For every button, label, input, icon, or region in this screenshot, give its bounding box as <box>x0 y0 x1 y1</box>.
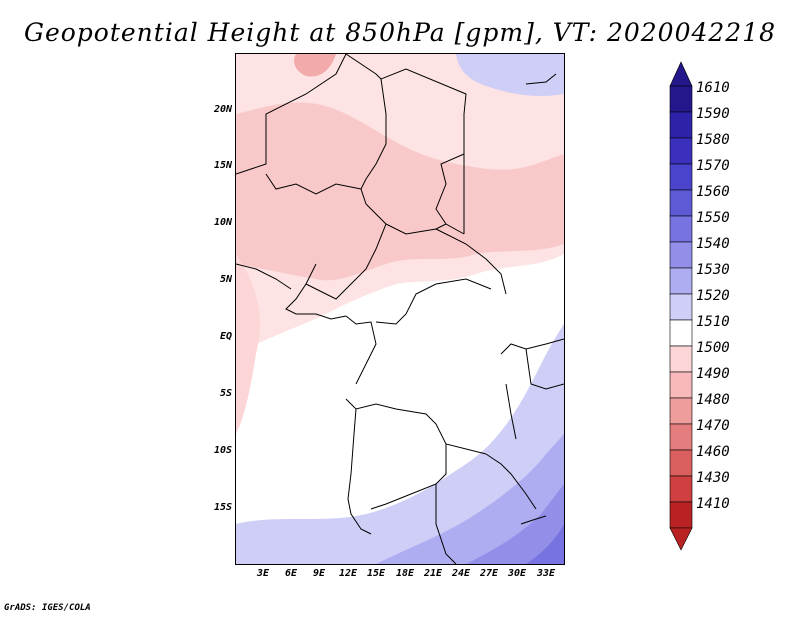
colorbar-cell <box>669 423 693 451</box>
colorbar-cell <box>669 241 693 269</box>
lon-label-27e: 27E <box>479 568 499 579</box>
colorbar-label: 1430 <box>696 470 730 486</box>
lat-label-15s: 15S <box>213 502 232 513</box>
colorbar-cell <box>669 397 693 425</box>
colorbar-cell <box>669 267 693 295</box>
chart-title: Geopotential Height at 850hPa [gpm], VT:… <box>23 18 777 47</box>
colorbar-cell <box>669 371 693 399</box>
lon-label-15e: 15E <box>366 568 386 579</box>
colorbar-cell <box>669 501 693 529</box>
colorbar-label: 1520 <box>696 288 730 304</box>
colorbar-label: 1590 <box>696 106 730 122</box>
colorbar-label: 1580 <box>696 132 730 148</box>
lat-label-5n: 5N <box>219 274 232 285</box>
lon-label-33e: 33E <box>536 568 556 579</box>
lon-label-30e: 30E <box>507 568 527 579</box>
colorbar-cell <box>669 449 693 477</box>
colorbar-cell <box>669 163 693 191</box>
colorbar-cell <box>669 293 693 321</box>
colorbar-cell <box>669 137 693 165</box>
colorbar-bottom-arrow <box>669 527 693 551</box>
colorbar-cell <box>669 215 693 243</box>
colorbar-label: 1530 <box>696 262 730 278</box>
colorbar-label: 1550 <box>696 210 730 226</box>
colorbar-label: 1460 <box>696 444 730 460</box>
lat-label-10s: 10S <box>213 445 232 456</box>
lon-label-6e: 6E <box>284 568 298 579</box>
lat-label-20n: 20N <box>213 104 232 115</box>
colorbar-label: 1490 <box>696 366 730 382</box>
colorbar-label: 1560 <box>696 184 730 200</box>
colorbar-cell <box>669 475 693 503</box>
colorbar-label: 1610 <box>696 80 730 96</box>
footer-credit: GrADS: IGES/COLA <box>4 603 91 613</box>
colorbar-cell <box>669 85 693 113</box>
lon-label-18e: 18E <box>395 568 415 579</box>
colorbar-label: 1510 <box>696 314 730 330</box>
colorbar-label: 1500 <box>696 340 730 356</box>
colorbar-label: 1570 <box>696 158 730 174</box>
lat-label-15n: 15N <box>213 160 232 171</box>
lon-label-21e: 21E <box>423 568 443 579</box>
colorbar <box>669 61 693 551</box>
colorbar-label: 1480 <box>696 392 730 408</box>
colorbar-top-arrow <box>669 61 693 87</box>
colorbar-cell <box>669 111 693 139</box>
map-panel <box>235 53 565 565</box>
colorbar-label: 1540 <box>696 236 730 252</box>
colorbar-cell <box>669 345 693 373</box>
lon-label-24e: 24E <box>451 568 471 579</box>
geopotential-map <box>236 54 564 564</box>
colorbar-cell <box>669 189 693 217</box>
colorbar-label: 1410 <box>696 496 730 512</box>
lon-label-9e: 9E <box>312 568 326 579</box>
colorbar-label: 1470 <box>696 418 730 434</box>
lat-label-10n: 10N <box>213 217 232 228</box>
lat-label-5s: 5S <box>219 388 232 399</box>
colorbar-cell <box>669 319 693 347</box>
lat-label-eq: EQ <box>219 331 232 342</box>
lon-label-12e: 12E <box>338 568 358 579</box>
lon-label-3e: 3E <box>256 568 270 579</box>
